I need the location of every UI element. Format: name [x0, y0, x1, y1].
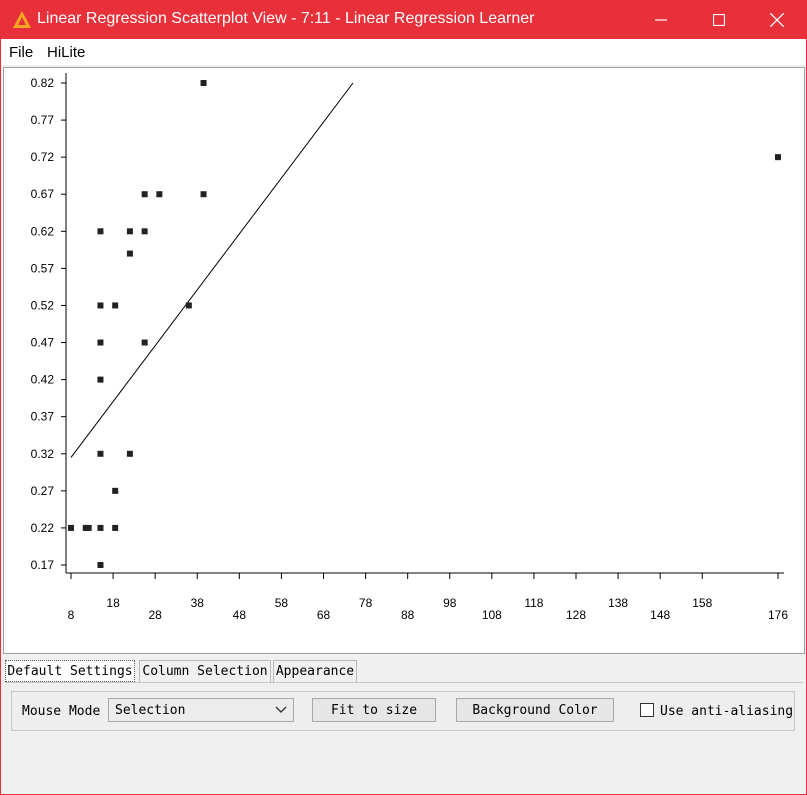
data-point[interactable] [97, 228, 104, 235]
y-tick-label: 0.32 [31, 447, 55, 461]
data-point[interactable] [126, 228, 133, 235]
y-tick-label: 0.57 [31, 261, 55, 275]
title-bar: Linear Regression Scatterplot View - 7:1… [1, 1, 806, 39]
y-tick-label: 0.77 [31, 113, 55, 127]
data-point[interactable] [141, 228, 148, 235]
data-point[interactable] [185, 302, 192, 309]
data-point[interactable] [97, 450, 104, 457]
settings-row: Mouse Mode Selection Fit to size Backgro… [11, 691, 795, 731]
x-tick-label: 28 [148, 608, 162, 622]
data-point[interactable] [126, 450, 133, 457]
y-tick-label: 0.37 [31, 410, 55, 424]
menu-bar: File HiLite [1, 39, 806, 65]
data-point[interactable] [112, 524, 119, 531]
anti-aliasing-checkbox[interactable] [640, 703, 654, 717]
data-point[interactable] [775, 154, 781, 161]
y-tick-label: 0.52 [31, 298, 55, 312]
anti-aliasing-label: Use anti-aliasing [660, 704, 794, 719]
close-button[interactable] [748, 1, 806, 39]
x-tick-label: 78 [359, 596, 373, 610]
data-point[interactable] [97, 339, 104, 346]
background-color-button[interactable]: Background Color [456, 698, 614, 722]
x-tick-label: 18 [106, 596, 120, 610]
data-point[interactable] [68, 524, 74, 531]
x-tick-label: 118 [524, 596, 543, 610]
data-point[interactable] [97, 302, 104, 309]
knime-app-icon [13, 11, 31, 28]
mouse-mode-select[interactable]: Selection [108, 698, 294, 722]
y-tick-label: 0.22 [31, 521, 55, 535]
minimize-button[interactable] [632, 1, 690, 39]
tab-appearance[interactable]: Appearance [273, 660, 357, 682]
data-point[interactable] [141, 339, 148, 346]
y-tick-label: 0.82 [31, 76, 55, 90]
mouse-mode-label: Mouse Mode [22, 704, 101, 719]
y-tick-label: 0.17 [31, 558, 55, 572]
x-tick-label: 8 [68, 608, 75, 622]
x-tick-label: 158 [692, 596, 712, 610]
data-point[interactable] [97, 524, 104, 531]
y-tick-label: 0.47 [31, 336, 55, 350]
tab-default-settings[interactable]: Default Settings [5, 660, 135, 682]
y-tick-label: 0.62 [31, 224, 55, 238]
x-tick-label: 98 [443, 596, 457, 610]
data-point[interactable] [85, 524, 92, 531]
x-tick-label: 138 [608, 596, 628, 610]
x-tick-label: 148 [650, 608, 670, 622]
x-tick-label: 58 [275, 596, 289, 610]
data-point[interactable] [156, 191, 163, 198]
data-point[interactable] [200, 80, 207, 86]
tab-column-selection[interactable]: Column Selection [139, 660, 271, 682]
data-point[interactable] [200, 191, 207, 198]
x-tick-label: 88 [401, 608, 415, 622]
data-point[interactable] [97, 376, 104, 383]
y-tick-label: 0.72 [31, 150, 55, 164]
data-point[interactable] [112, 487, 119, 494]
settings-panel: Mouse Mode Selection Fit to size Backgro… [5, 682, 803, 791]
x-tick-label: 48 [233, 608, 247, 622]
mouse-mode-value: Selection [115, 703, 186, 718]
minimize-icon [655, 19, 667, 21]
maximize-button[interactable] [690, 1, 748, 39]
scatterplot-panel[interactable]: 0.82 0.77 0.72 0.67 0.62 0.57 0.52 0.47 0.42 0.37… [3, 67, 805, 654]
y-tick-label: 0.67 [31, 187, 55, 201]
x-tick-label: 108 [482, 608, 502, 622]
menu-file[interactable]: File [9, 44, 34, 61]
y-tick-label: 0.42 [31, 373, 55, 387]
y-tick-label: 0.27 [31, 484, 55, 498]
chevron-down-icon [275, 706, 287, 713]
data-point[interactable] [126, 250, 133, 257]
x-tick-label: 68 [317, 608, 331, 622]
fit-to-size-button[interactable]: Fit to size [312, 698, 436, 722]
maximize-icon [713, 14, 725, 26]
data-point[interactable] [97, 562, 104, 568]
data-point[interactable] [112, 302, 119, 309]
x-tick-label: 176 [768, 608, 788, 622]
close-icon [770, 13, 784, 27]
x-tick-label: 128 [566, 608, 586, 622]
data-point[interactable] [141, 191, 148, 198]
window-title: Linear Regression Scatterplot View - 7:1… [37, 10, 535, 27]
regression-line [70, 82, 354, 458]
menu-hilite[interactable]: HiLite [47, 44, 86, 61]
scatterplot-chart[interactable]: 0.82 0.77 0.72 0.67 0.62 0.57 0.52 0.47 0.42 0.37… [4, 68, 804, 653]
x-tick-label: 38 [191, 596, 205, 610]
